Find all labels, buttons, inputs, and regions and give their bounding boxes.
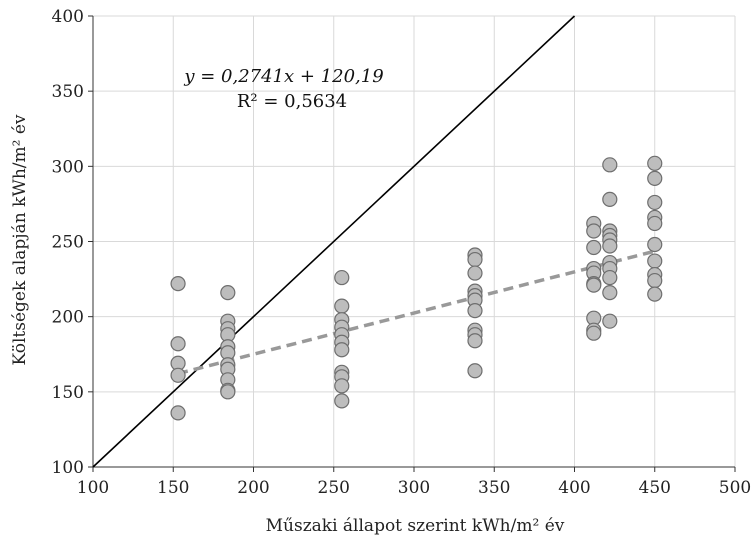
data-point: [467, 363, 483, 379]
data-point: [170, 275, 186, 292]
data-point: [647, 236, 663, 253]
data-point: [334, 298, 350, 314]
x-tick-label: 300: [398, 478, 430, 498]
data-point: [586, 239, 602, 256]
data-point: [170, 367, 186, 383]
data-point: [647, 272, 663, 289]
data-point: [602, 313, 618, 329]
data-point: [647, 155, 663, 171]
data-point: [602, 238, 618, 254]
data-point: [334, 342, 350, 358]
data-point: [334, 269, 350, 286]
y-tick-label: 400: [52, 7, 84, 27]
y-tick-label: 300: [52, 157, 84, 177]
data-point: [467, 251, 483, 268]
x-tick-label: 150: [157, 478, 189, 498]
x-tick-label: 350: [478, 478, 510, 498]
data-point: [467, 265, 483, 281]
trendline: [177, 249, 656, 376]
y-tick-label: 100: [52, 458, 84, 478]
x-tick-label: 200: [237, 478, 269, 498]
data-point: [586, 223, 602, 239]
r-squared-label: R² = 0,5634: [237, 91, 347, 112]
data-point: [170, 336, 186, 352]
data-point: [602, 285, 618, 301]
data-point: [647, 253, 663, 269]
identity-line: [92, 15, 576, 468]
data-point: [602, 191, 618, 208]
x-tick-label: 400: [558, 478, 590, 498]
y-tick-label: 200: [52, 308, 84, 328]
y-tick-label: 150: [52, 383, 84, 403]
x-tick-label: 100: [77, 478, 109, 498]
data-points: [170, 155, 663, 421]
data-point: [467, 303, 483, 319]
data-point: [602, 157, 618, 173]
data-point: [586, 325, 602, 341]
data-point: [170, 405, 186, 421]
x-axis-title: Műszaki állapot szerint kWh/m² év: [266, 516, 565, 536]
x-tick-label: 450: [639, 478, 671, 498]
x-tick-label: 250: [318, 478, 350, 498]
data-point: [647, 215, 663, 232]
data-point: [334, 393, 350, 409]
data-point: [647, 170, 663, 186]
data-point: [220, 285, 236, 301]
y-axis-title: Költségek alapján kWh/m² év: [10, 114, 30, 365]
data-point: [220, 384, 236, 400]
x-tick-label: 500: [719, 478, 751, 498]
data-point: [334, 378, 350, 394]
axis-ticks: 100 150 200 250 300 350 400 450 500 100 150 200 250 3…: [52, 7, 752, 498]
y-tick-label: 250: [52, 233, 84, 253]
data-point: [647, 286, 663, 302]
data-point: [647, 194, 663, 211]
trendline-equation: y = 0,2741x + 120,19: [183, 66, 383, 87]
data-point: [602, 269, 618, 286]
data-point: [467, 333, 483, 349]
reference-lines: [92, 15, 656, 468]
y-tick-label: 350: [52, 82, 84, 102]
grid-lines: [93, 15, 736, 467]
data-point: [586, 277, 602, 293]
